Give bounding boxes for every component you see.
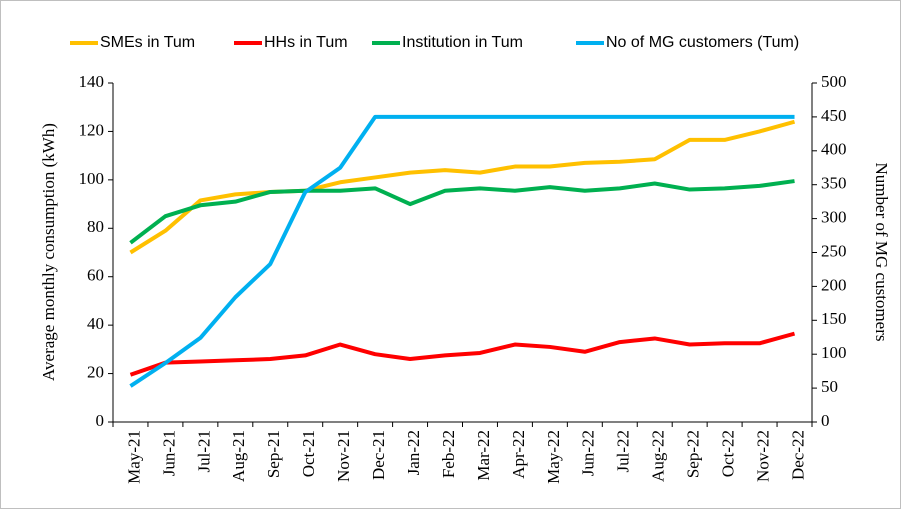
y2-tick-label: 400 xyxy=(821,140,847,159)
legend-label: SMEs in Tum xyxy=(100,34,195,51)
x-tick-label: Feb-22 xyxy=(439,430,458,478)
x-tick-label: Sep-21 xyxy=(264,430,283,478)
y-tick-label: 140 xyxy=(79,72,105,91)
x-tick-label: Dec-22 xyxy=(788,430,807,480)
x-tick-label: Aug-22 xyxy=(649,430,668,482)
y-tick-label: 120 xyxy=(79,120,105,139)
x-tick-label: Sep-22 xyxy=(684,430,703,478)
x-tick-label: Mar-22 xyxy=(474,430,493,481)
x-tick-label: Oct-22 xyxy=(719,430,738,477)
y-tick-label: 60 xyxy=(87,266,104,285)
y2-tick-label: 200 xyxy=(821,275,847,294)
x-tick-label: Jul-22 xyxy=(614,430,633,473)
x-tick-label: Aug-21 xyxy=(229,430,248,482)
y-tick-label: 20 xyxy=(87,362,104,381)
x-tick-label: Nov-22 xyxy=(753,430,772,482)
y2-tick-label: 150 xyxy=(821,309,847,328)
series-line xyxy=(129,119,796,255)
x-tick-label: Nov-21 xyxy=(334,430,353,482)
x-tick-label: Oct-21 xyxy=(299,430,318,477)
legend-label: No of MG customers (Tum) xyxy=(606,34,799,51)
x-tick-label: Jun-22 xyxy=(579,430,598,476)
y-axis-label: Average monthly consumption (kWh) xyxy=(39,123,58,381)
legend-label: HHs in Tum xyxy=(264,34,348,51)
series-line xyxy=(129,331,796,377)
series-line xyxy=(129,179,795,245)
y-tick-label: 80 xyxy=(87,217,104,236)
legend-label: Institution in Tum xyxy=(402,34,523,51)
x-tick-label: Dec-21 xyxy=(369,430,388,480)
y-tick-label: 100 xyxy=(79,169,105,188)
y2-tick-label: 50 xyxy=(821,377,838,396)
y2-tick-label: 300 xyxy=(821,208,847,227)
y2-tick-label: 100 xyxy=(821,343,847,362)
y2-tick-label: 0 xyxy=(821,411,830,430)
x-tick-label: May-22 xyxy=(544,430,563,484)
x-tick-label: Jan-22 xyxy=(404,430,423,475)
x-tick-label: Jul-21 xyxy=(194,430,213,473)
y2-tick-label: 500 xyxy=(821,72,847,91)
x-tick-label: May-21 xyxy=(124,430,143,484)
y2-axis-label: Number of MG customers xyxy=(872,163,891,342)
x-tick-label: Jun-21 xyxy=(159,430,178,476)
y2-tick-label: 250 xyxy=(821,241,847,260)
y2-tick-label: 350 xyxy=(821,174,847,193)
y-tick-label: 0 xyxy=(96,411,105,430)
y2-tick-label: 450 xyxy=(821,106,847,125)
y-tick-label: 40 xyxy=(87,314,104,333)
series-line xyxy=(129,114,795,388)
x-tick-label: Apr-22 xyxy=(509,430,528,479)
